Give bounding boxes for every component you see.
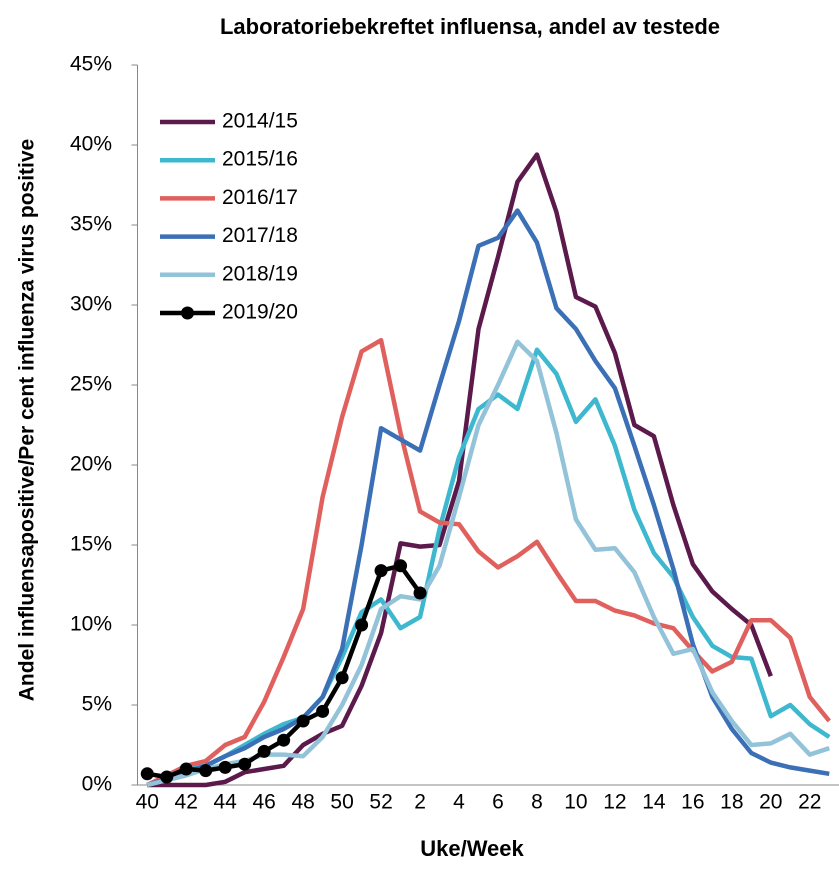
y-tick-label: 20% bbox=[70, 453, 112, 476]
series-marker bbox=[257, 744, 271, 758]
series-marker bbox=[335, 671, 349, 685]
y-tick-label: 35% bbox=[70, 213, 112, 236]
x-tick-label: 10 bbox=[564, 791, 587, 814]
series-line bbox=[146, 208, 830, 788]
x-tick-label: 40 bbox=[136, 791, 159, 814]
series-marker bbox=[296, 714, 310, 728]
series-line bbox=[147, 152, 773, 788]
series-marker bbox=[218, 760, 232, 774]
legend-label: 2014/15 bbox=[222, 110, 298, 133]
x-tick-label: 12 bbox=[603, 791, 626, 814]
chart-title: Laboratoriebekreftet influensa, andel av… bbox=[220, 14, 720, 39]
x-tick-label: 42 bbox=[175, 791, 198, 814]
y-tick-label: 40% bbox=[70, 133, 112, 156]
x-tick-label: 22 bbox=[798, 791, 821, 814]
x-axis-title: Uke/Week bbox=[420, 836, 524, 861]
y-tick-label: 5% bbox=[82, 693, 112, 716]
series-marker bbox=[160, 770, 174, 784]
series-marker bbox=[238, 757, 252, 771]
series-line bbox=[146, 337, 832, 788]
x-tick-label: 50 bbox=[330, 791, 353, 814]
series-marker bbox=[413, 586, 427, 600]
legend-label: 2019/20 bbox=[222, 301, 298, 324]
y-tick-label: 0% bbox=[82, 773, 112, 796]
series-marker bbox=[374, 564, 388, 578]
x-tick-label: 52 bbox=[369, 791, 392, 814]
x-tick-label: 6 bbox=[492, 791, 504, 814]
y-tick-label: 15% bbox=[70, 533, 112, 556]
y-axis-title: Andel influensapositive/Per cent influen… bbox=[16, 139, 39, 701]
x-tick-label: 8 bbox=[531, 791, 543, 814]
series-marker bbox=[355, 618, 369, 632]
y-tick-label: 25% bbox=[70, 373, 112, 396]
legend-label: 2016/17 bbox=[222, 186, 298, 209]
y-tick-label: 45% bbox=[70, 53, 112, 76]
x-tick-label: 16 bbox=[681, 791, 704, 814]
series-marker bbox=[199, 764, 213, 778]
x-tick-label: 20 bbox=[759, 791, 782, 814]
legend-label: 2018/19 bbox=[222, 262, 298, 285]
y-tick-label: 30% bbox=[70, 293, 112, 316]
series-marker bbox=[277, 733, 291, 747]
series-marker bbox=[179, 762, 193, 776]
x-tick-label: 48 bbox=[291, 791, 314, 814]
x-tick-label: 14 bbox=[642, 791, 666, 814]
series-marker bbox=[140, 767, 154, 781]
series-marker bbox=[394, 559, 408, 573]
x-tick-label: 4 bbox=[453, 791, 465, 814]
legend-label: 2017/18 bbox=[222, 224, 298, 247]
y-tick-label: 10% bbox=[70, 613, 112, 636]
legend-label: 2015/16 bbox=[222, 148, 298, 171]
series-marker bbox=[316, 704, 330, 718]
legend-marker bbox=[181, 306, 194, 320]
x-tick-label: 2 bbox=[414, 791, 426, 814]
x-tick-label: 44 bbox=[214, 791, 238, 814]
x-tick-label: 18 bbox=[720, 791, 743, 814]
x-tick-label: 46 bbox=[252, 791, 275, 814]
